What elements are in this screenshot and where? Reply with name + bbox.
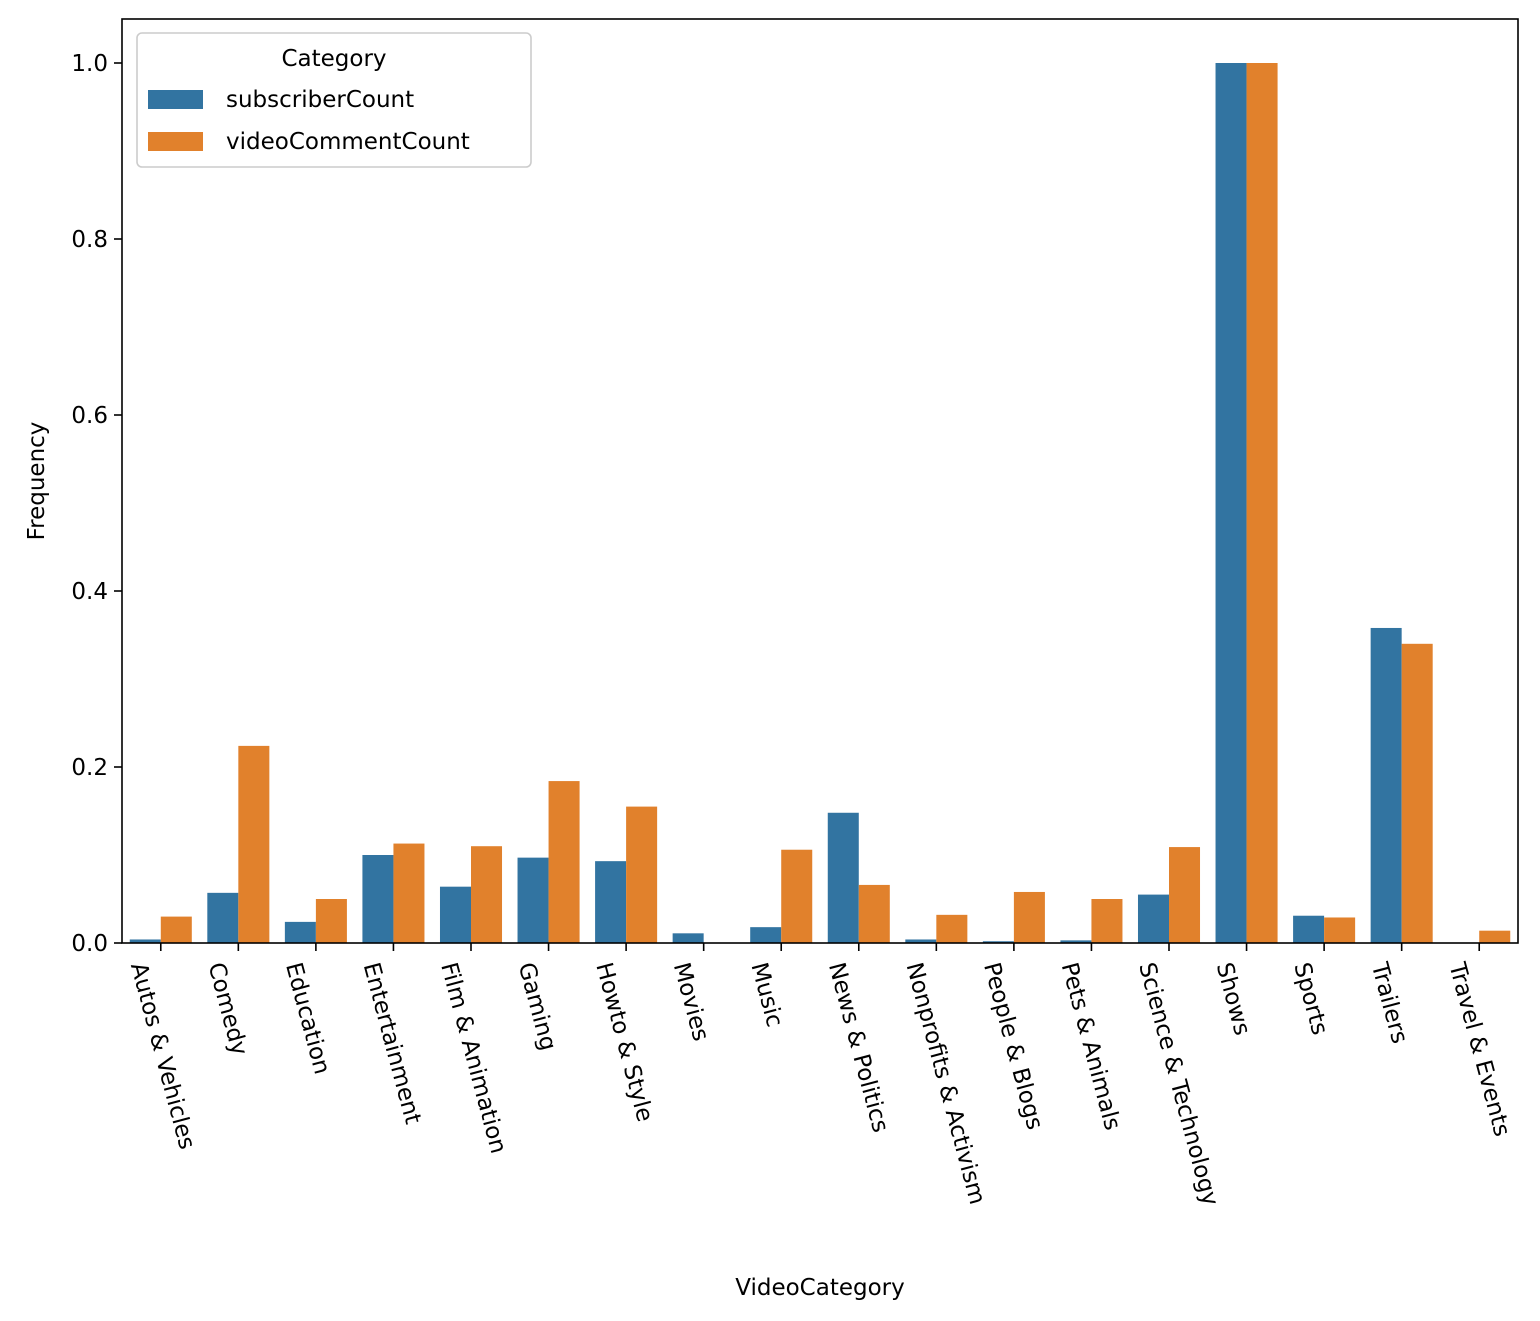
x-tick-label: Education: [280, 960, 335, 1077]
legend-label-subscriberCount: subscriberCount: [226, 87, 414, 113]
y-tick-label: 0.4: [71, 579, 108, 605]
bar-videoCommentCount-9: [858, 884, 890, 943]
bar-subscriberCount-11: [982, 941, 1014, 943]
bar-videoCommentCount-1: [238, 745, 270, 943]
bar-subscriberCount-3: [362, 855, 394, 943]
x-tick-label: Nonprofits & Activism: [901, 960, 991, 1208]
legend-label-videoCommentCount: videoCommentCount: [226, 129, 470, 155]
bar-subscriberCount-15: [1293, 915, 1325, 943]
bar-videoCommentCount-11: [1013, 891, 1045, 943]
bar-subscriberCount-2: [284, 921, 316, 943]
x-tick-label: Music: [745, 960, 787, 1030]
bar-videoCommentCount-5: [548, 781, 580, 943]
bar-subscriberCount-0: [129, 939, 161, 943]
y-tick-label: 0.2: [71, 755, 108, 781]
bar-videoCommentCount-15: [1324, 917, 1356, 943]
x-axis: Autos & Vehicles Comedy Education Entertain…: [125, 943, 1515, 1209]
bar-videoCommentCount-6: [626, 806, 658, 943]
bar-videoCommentCount-3: [393, 843, 425, 943]
x-axis-title: VideoCategory: [735, 1275, 905, 1301]
legend-swatch-subscriberCount: [148, 90, 203, 109]
legend-box: [136, 32, 532, 168]
bar-videoCommentCount-13: [1169, 847, 1201, 943]
bar-subscriberCount-10: [905, 939, 937, 943]
bar-subscriberCount-13: [1137, 894, 1169, 943]
bar-subscriberCount-1: [207, 892, 239, 943]
y-axis-title: Frequency: [24, 422, 50, 541]
x-tick-label: Science & Technology: [1133, 960, 1223, 1209]
bar-subscriberCount-6: [595, 861, 627, 943]
bar-videoCommentCount-14: [1246, 63, 1278, 943]
bar-subscriberCount-8: [750, 927, 782, 943]
bar-subscriberCount-16: [1370, 627, 1402, 943]
y-tick-label: 0.0: [71, 931, 108, 957]
x-tick-label: Shows: [1211, 960, 1255, 1038]
y-axis: 0.0 0.2 0.4 0.6 0.8 1.0: [71, 51, 122, 957]
bars-layer: [129, 63, 1511, 943]
x-tick-label: Entertainment: [358, 960, 426, 1127]
x-tick-label: Film & Animation: [435, 960, 511, 1157]
bar-videoCommentCount-16: [1401, 643, 1433, 943]
x-tick-label: Pets & Animals: [1056, 960, 1126, 1133]
plot-frame: [121, 18, 1519, 944]
bar-videoCommentCount-8: [781, 849, 813, 943]
x-tick-label: Gaming: [513, 960, 561, 1054]
x-tick-label: Trailers: [1366, 959, 1413, 1046]
bar-videoCommentCount-12: [1091, 899, 1123, 943]
y-tick-label: 1.0: [71, 51, 108, 77]
x-tick-label: Travel & Events: [1443, 959, 1515, 1139]
bar-subscriberCount-5: [517, 857, 549, 943]
bar-subscriberCount-4: [439, 886, 471, 943]
x-tick-label: Howto & Style: [590, 960, 657, 1125]
bar-subscriberCount-12: [1060, 940, 1092, 943]
legend: Category subscriberCount videoCommentCount: [136, 32, 532, 168]
legend-swatch-videoCommentCount: [148, 132, 203, 151]
x-tick-label: Comedy: [203, 960, 253, 1058]
bar-subscriberCount-14: [1215, 63, 1247, 943]
x-tick-label: Autos & Vehicles: [125, 960, 200, 1152]
y-tick-label: 0.8: [71, 227, 108, 253]
x-tick-label: News & Politics: [823, 960, 893, 1135]
bar-subscriberCount-7: [672, 933, 704, 943]
bar-videoCommentCount-10: [936, 914, 968, 943]
bar-subscriberCount-9: [827, 812, 859, 943]
x-tick-label: People & Blogs: [978, 960, 1048, 1133]
x-tick-label: Movies: [668, 960, 714, 1044]
legend-title: Category: [281, 46, 386, 72]
x-tick-label: Sports: [1288, 960, 1332, 1038]
bar-videoCommentCount-2: [315, 899, 347, 943]
bar-videoCommentCount-17: [1479, 930, 1511, 943]
bar-videoCommentCount-0: [160, 916, 192, 943]
bar-videoCommentCount-4: [471, 846, 503, 943]
y-tick-label: 0.6: [71, 403, 108, 429]
